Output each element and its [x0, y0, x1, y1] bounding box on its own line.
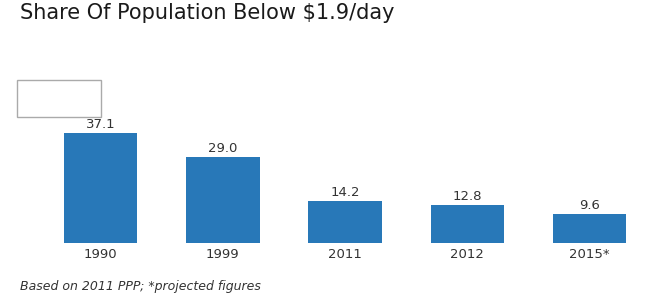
- Text: 14.2: 14.2: [330, 186, 360, 199]
- Text: 29.0: 29.0: [208, 142, 238, 155]
- Bar: [308, 201, 382, 243]
- Text: 9.6: 9.6: [579, 199, 600, 212]
- Text: Share Of Population Below $1.9/day: Share Of Population Below $1.9/day: [20, 3, 395, 23]
- Bar: [553, 214, 626, 243]
- Text: Based on 2011 PPP; *projected figures: Based on 2011 PPP; *projected figures: [20, 280, 261, 293]
- Text: 37.1: 37.1: [86, 118, 115, 131]
- Bar: [64, 133, 137, 243]
- Bar: [186, 157, 259, 243]
- Text: 12.8: 12.8: [452, 190, 482, 203]
- Text: % share: % share: [31, 92, 86, 105]
- Bar: [431, 205, 504, 243]
